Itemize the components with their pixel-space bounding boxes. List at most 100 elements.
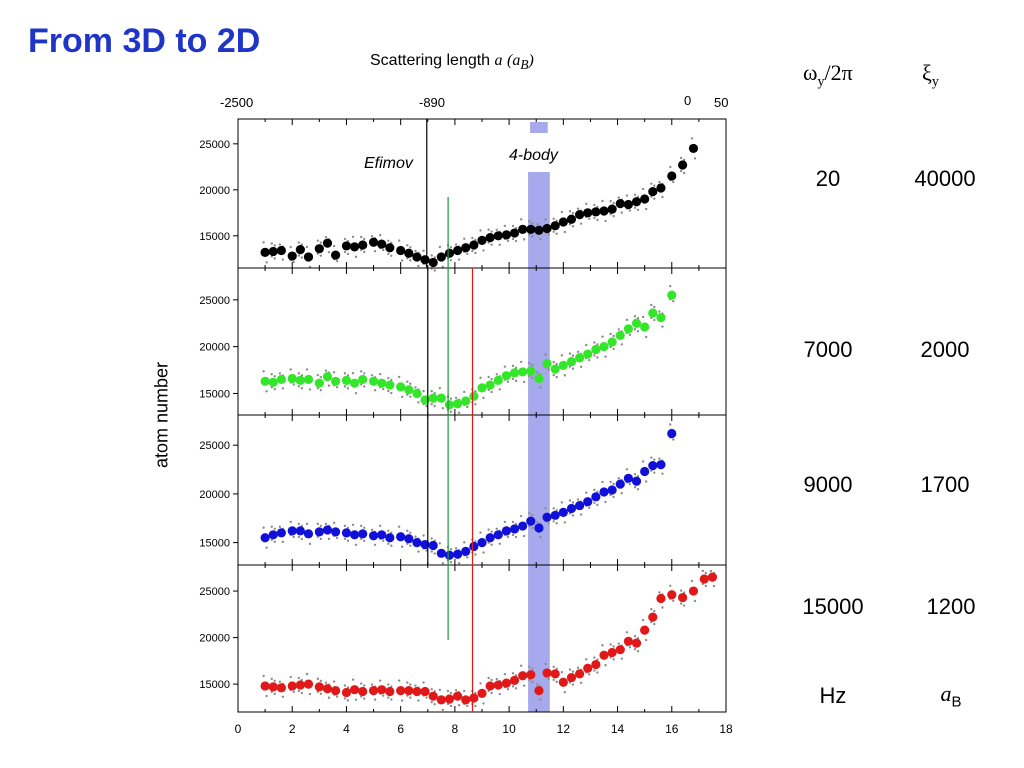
raw-shot <box>531 363 534 367</box>
data-point <box>509 524 520 534</box>
data-point <box>583 208 593 218</box>
raw-shot <box>560 354 564 357</box>
data-point <box>461 396 471 406</box>
raw-shot <box>487 676 490 680</box>
col-head-omega: ωy/2π <box>803 60 853 90</box>
raw-shot <box>387 542 390 545</box>
raw-shot <box>308 388 312 391</box>
raw-shot <box>653 305 656 309</box>
raw-shot <box>552 217 555 220</box>
raw-shot <box>449 704 453 708</box>
data-point <box>268 246 278 257</box>
raw-shot <box>617 476 620 480</box>
data-point <box>469 391 479 401</box>
raw-shot <box>292 260 295 264</box>
raw-shot <box>571 670 575 673</box>
raw-shot <box>522 684 526 687</box>
data-point <box>428 257 438 268</box>
raw-shot <box>316 677 320 681</box>
raw-shot <box>297 535 301 539</box>
raw-shot <box>457 411 461 414</box>
raw-shot <box>425 549 428 552</box>
raw-shot <box>346 387 350 390</box>
raw-shot <box>270 373 273 376</box>
raw-shot <box>641 618 645 622</box>
data-point <box>477 383 487 393</box>
data-point <box>640 625 650 635</box>
raw-shot <box>653 622 656 626</box>
raw-shot <box>273 527 276 531</box>
raw-shot <box>289 675 292 679</box>
raw-shot <box>628 209 632 212</box>
raw-shot <box>360 235 363 239</box>
raw-shot <box>669 584 672 587</box>
raw-shot <box>604 500 607 504</box>
raw-shot <box>563 230 567 234</box>
raw-shot <box>612 495 615 499</box>
raw-shot <box>511 533 515 537</box>
data-point <box>558 677 568 687</box>
raw-shot <box>482 551 485 554</box>
raw-shot <box>449 410 453 413</box>
raw-shot <box>620 343 623 346</box>
raw-shot <box>514 239 518 243</box>
x-tick-label: 10 <box>502 722 516 736</box>
data-point <box>420 255 430 265</box>
raw-shot <box>482 702 485 705</box>
raw-shot <box>579 222 583 225</box>
data-point <box>534 523 544 533</box>
raw-shot <box>612 482 615 486</box>
data-point <box>615 199 625 209</box>
raw-shot <box>479 229 482 232</box>
raw-shot <box>672 299 675 303</box>
y-tick-label: 20000 <box>199 633 230 645</box>
raw-shot <box>273 244 276 247</box>
raw-shot <box>409 683 412 686</box>
raw-shot <box>604 664 607 667</box>
raw-shot <box>552 678 555 682</box>
data-point <box>542 512 552 522</box>
data-point <box>276 245 286 256</box>
raw-shot <box>454 243 458 246</box>
data-point <box>640 322 650 332</box>
data-point <box>276 528 286 538</box>
raw-shot <box>308 542 312 546</box>
raw-shot <box>278 525 282 529</box>
data-point <box>268 377 278 387</box>
raw-shot <box>446 689 450 693</box>
raw-shot <box>335 386 339 389</box>
raw-shot <box>658 591 661 594</box>
table-omega-row-3: 9000 <box>803 472 853 497</box>
raw-shot <box>316 373 320 377</box>
raw-shot <box>679 589 683 592</box>
data-point <box>485 233 495 243</box>
raw-shot <box>327 696 331 699</box>
top-tick-4: 50 <box>714 95 729 110</box>
data-point <box>656 183 666 193</box>
raw-shot <box>414 535 417 538</box>
raw-shot <box>409 246 412 249</box>
raw-shot <box>292 383 295 386</box>
data-point <box>404 248 414 258</box>
raw-shot <box>319 679 323 683</box>
data-point <box>358 529 368 539</box>
data-point <box>358 240 368 250</box>
raw-shot <box>571 514 575 517</box>
raw-shot <box>682 604 686 607</box>
raw-shot <box>319 524 323 528</box>
raw-shot <box>506 535 510 539</box>
data-point <box>526 224 536 234</box>
raw-shot <box>319 241 323 244</box>
data-point <box>575 210 585 220</box>
data-point <box>368 376 379 386</box>
x-tick-label: 4 <box>343 722 350 736</box>
raw-shot <box>596 356 599 359</box>
data-point <box>678 160 688 170</box>
data-point <box>385 686 395 697</box>
raw-shot <box>273 257 276 260</box>
data-point <box>509 228 520 238</box>
raw-shot <box>327 384 331 387</box>
raw-shot <box>514 379 518 383</box>
y-tick-label: 25000 <box>199 440 230 452</box>
raw-shot <box>609 643 612 646</box>
